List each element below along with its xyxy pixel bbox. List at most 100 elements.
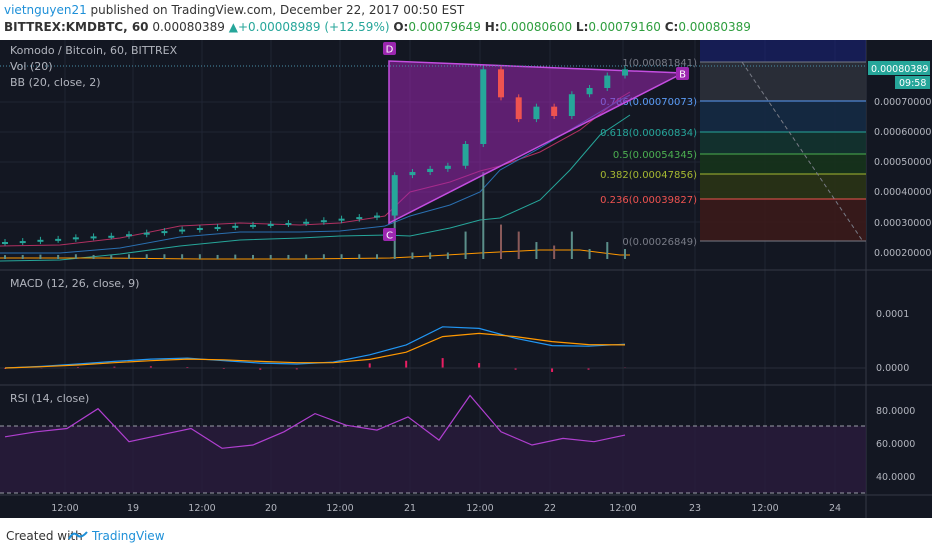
rsi-tick: 60.0000 <box>876 439 915 450</box>
candle <box>303 221 310 224</box>
price-badge-text: 0.00080389 <box>871 64 928 75</box>
high-label: H: <box>484 20 500 34</box>
candle <box>179 229 186 232</box>
volume-bar <box>163 254 166 259</box>
triangle-pattern[interactable] <box>388 60 686 225</box>
candle <box>622 69 628 76</box>
legend-rsi: RSI (14, close) <box>10 392 89 405</box>
volume-bar <box>128 254 130 259</box>
volume-bar <box>588 249 591 259</box>
candle <box>480 69 487 144</box>
candle <box>320 220 327 223</box>
candle <box>126 234 132 237</box>
legend-main: Komodo / Bitcoin, 60, BITTREX <box>10 44 178 57</box>
x-tick: 12:00 <box>609 503 636 514</box>
macd-tick: 0.0001 <box>876 309 909 320</box>
symbol-label: BITTREX:KMDBTC, 60 <box>4 20 149 34</box>
price-badge <box>868 61 930 75</box>
candle <box>427 168 434 172</box>
volume-bar <box>500 224 502 259</box>
fib-label-0: 0(0.00026849) <box>622 237 697 248</box>
candle <box>568 94 575 116</box>
low-label: L: <box>575 20 589 34</box>
fib-label-1: 1(0.00081841) <box>622 58 697 69</box>
x-tick: 12:00 <box>51 503 78 514</box>
candle <box>374 215 380 218</box>
volume-bar <box>252 254 254 259</box>
time-badge-text: 09:58 <box>899 78 926 89</box>
author-link[interactable]: vietnguyen21 <box>4 3 87 17</box>
y-tick: 0.00070000 <box>874 97 931 108</box>
marker-b-label: B <box>679 70 686 81</box>
x-tick: 20 <box>265 503 277 514</box>
candle <box>19 241 26 244</box>
tradingview-logo-icon[interactable] <box>68 529 88 544</box>
volume-bar <box>74 254 77 259</box>
macd-histogram-bar <box>295 368 298 370</box>
volume-bar <box>553 245 556 259</box>
candle <box>55 238 62 241</box>
marker-d[interactable]: D <box>383 42 396 56</box>
x-tick: 12:00 <box>326 503 353 514</box>
candle <box>250 224 256 227</box>
volume-bar <box>340 254 343 259</box>
volume-bar <box>429 252 432 259</box>
fib-label-0382: 0.382(0.00047856) <box>600 170 697 181</box>
x-tick: 24 <box>829 503 841 514</box>
marker-c-label: C <box>386 231 393 242</box>
volume-bar <box>216 254 219 259</box>
candle <box>604 75 611 88</box>
macd-histogram-bar <box>259 368 262 370</box>
legend-vol: Vol (20) <box>10 60 53 73</box>
volume-bar <box>110 255 113 259</box>
chart-canvas[interactable]: 1(0.00081841) 0.786(0.00070073) 0.618(0.… <box>0 40 932 518</box>
candle <box>285 223 292 226</box>
marker-b[interactable]: B <box>676 67 689 81</box>
marker-d-label: D <box>386 45 394 56</box>
volume-bar <box>181 254 184 259</box>
volume-bar <box>517 231 520 259</box>
x-tick: 22 <box>544 503 556 514</box>
macd-histogram-bar <box>478 363 481 368</box>
volume-bar <box>269 254 272 259</box>
close-value: 0.00080389 <box>678 20 751 34</box>
volume-bar <box>535 242 538 259</box>
x-tick: 12:00 <box>751 503 778 514</box>
volume-bar <box>57 254 60 259</box>
candle <box>143 232 150 235</box>
tradingview-link[interactable]: TradingView <box>92 529 165 543</box>
volume-bar <box>198 254 201 259</box>
chart-header: vietnguyen21 published on TradingView.co… <box>0 0 932 40</box>
candle <box>214 227 221 230</box>
candle <box>232 225 239 228</box>
candle <box>90 236 97 239</box>
fib-label-0236: 0.236(0.00039827) <box>600 195 697 206</box>
chart-svg[interactable]: 1(0.00081841) 0.786(0.00070073) 0.618(0.… <box>0 40 932 518</box>
macd-histogram-bar <box>368 363 371 368</box>
volume-bar <box>570 231 573 259</box>
quote-line: BITTREX:KMDBTC, 60 0.00080389 ▲+0.000089… <box>4 20 751 34</box>
volume-bar <box>145 254 148 259</box>
volume-bar <box>322 254 325 259</box>
rsi-line <box>4 394 626 449</box>
volume-bar <box>411 252 414 259</box>
price-axis[interactable]: 0.00070000 0.00060000 0.00050000 0.00040… <box>874 97 931 483</box>
rsi-tick: 80.0000 <box>876 406 915 417</box>
macd-histogram-bar <box>587 368 590 370</box>
macd-histogram-bar <box>551 368 554 372</box>
volume-bar <box>21 254 24 259</box>
volume-bar <box>287 254 290 259</box>
time-axis[interactable]: 12:00 19 12:00 20 12:00 21 12:00 22 12:0… <box>51 503 841 514</box>
y-tick: 0.00040000 <box>874 187 931 198</box>
y-tick: 0.00060000 <box>874 127 931 138</box>
y-tick: 0.00050000 <box>874 157 931 168</box>
low-value: 0.00079160 <box>588 20 661 34</box>
x-tick: 23 <box>689 503 701 514</box>
fib-retracement[interactable] <box>700 40 866 242</box>
time-badge <box>895 76 930 89</box>
candle <box>498 69 504 98</box>
marker-c[interactable]: C <box>383 228 396 242</box>
volume-bar <box>606 242 609 259</box>
candle <box>391 175 398 216</box>
fib-labels: 1(0.00081841) 0.786(0.00070073) 0.618(0.… <box>600 58 697 248</box>
